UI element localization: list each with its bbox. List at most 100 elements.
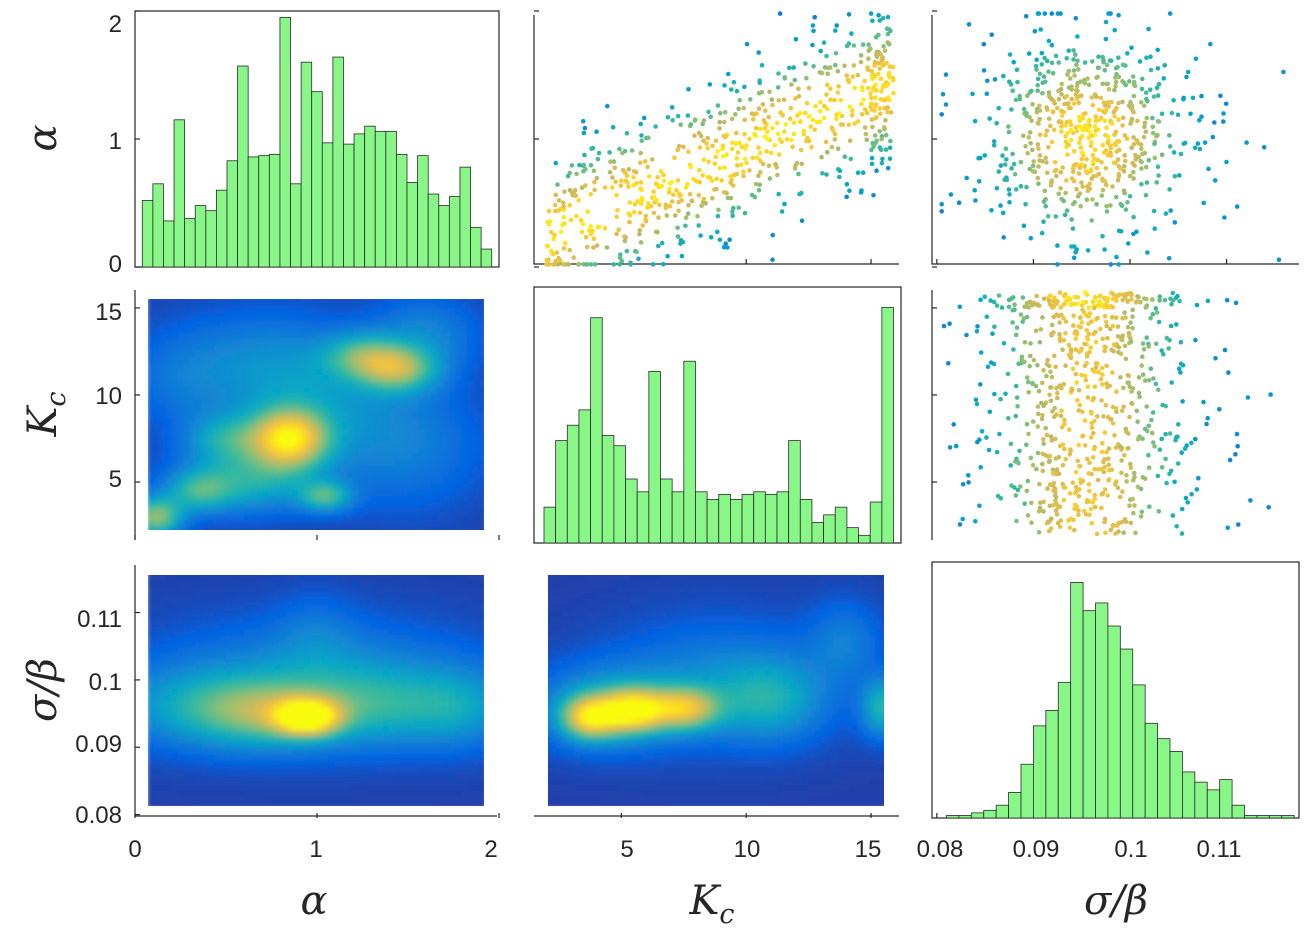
density-cell [347, 531, 354, 538]
density-cell [473, 575, 481, 576]
density-cell [225, 711, 233, 719]
density-cell [586, 783, 594, 791]
density-cell [358, 705, 366, 713]
density-cell [370, 621, 379, 630]
density-cell [443, 627, 451, 636]
density-cell [237, 434, 246, 442]
density-cell [225, 729, 233, 737]
density-cell [201, 663, 209, 671]
density-cell [219, 609, 227, 618]
density-cell [298, 575, 306, 576]
density-cell [286, 575, 294, 576]
density-cell [225, 307, 233, 315]
density-cell [473, 580, 481, 588]
density-cell [734, 795, 742, 803]
density-cell [376, 525, 385, 530]
density-cell [746, 795, 754, 803]
density-cell [340, 609, 348, 618]
density-cell [274, 675, 282, 683]
density-cell [310, 331, 318, 339]
density-cell [316, 391, 324, 400]
density-cell [159, 777, 167, 785]
density-cell [159, 699, 167, 707]
density-cell [189, 615, 197, 624]
density-cell [473, 385, 481, 394]
density-cell [171, 645, 179, 654]
density-cell [255, 586, 264, 594]
density-cell [280, 367, 288, 375]
density-cell [219, 325, 227, 333]
density-cell [467, 301, 475, 309]
density-cell [449, 343, 457, 351]
density-cell [286, 470, 294, 478]
density-cell [425, 723, 433, 731]
density-cell [479, 717, 484, 725]
density-cell [401, 609, 409, 618]
density-cell [195, 482, 203, 490]
density-cell [857, 777, 865, 785]
density-cell [346, 669, 354, 677]
density-cell [419, 747, 427, 755]
density-cell [401, 488, 409, 497]
density-cell [473, 592, 481, 600]
density-cell [382, 651, 391, 660]
density-cell [304, 519, 312, 527]
density-cell [443, 783, 451, 791]
density-cell [844, 789, 853, 797]
density-cell [461, 452, 469, 460]
density-cell [207, 657, 215, 665]
density-cell [268, 801, 276, 806]
density-cell [268, 759, 276, 767]
density-cell [394, 367, 403, 375]
density-cell [388, 729, 397, 737]
density-cell [334, 699, 342, 707]
density-cell [395, 531, 402, 538]
density-cell [734, 771, 742, 779]
density-cell [467, 391, 475, 400]
density-plot-row3-col2 [548, 575, 884, 806]
density-cell [243, 735, 252, 743]
density-cell [310, 488, 318, 497]
density-cell [292, 519, 300, 527]
density-cell [225, 428, 233, 436]
density-cell [413, 391, 421, 400]
density-cell [407, 759, 415, 767]
density-cell [388, 434, 397, 442]
density-cell [352, 633, 360, 642]
density-cell [334, 446, 342, 454]
density-cell [183, 777, 191, 785]
density-cell [225, 422, 233, 430]
density-cell [364, 307, 373, 315]
density-cell [346, 687, 354, 695]
density-cell [771, 771, 779, 779]
density-cell [479, 580, 484, 588]
density-cell [388, 519, 397, 527]
density-cell [310, 391, 318, 400]
density-cell [195, 331, 203, 339]
tick-marks [134, 10, 1228, 818]
density-cell [364, 753, 373, 761]
density-cell [316, 452, 324, 460]
density-cell [201, 765, 209, 773]
density-cell [165, 789, 173, 797]
density-cell [201, 313, 209, 321]
density-cell [479, 446, 484, 454]
density-cell [310, 753, 318, 761]
density-cell [171, 598, 179, 606]
density-cell [171, 687, 179, 695]
density-cell [189, 575, 197, 582]
density-cell [467, 747, 475, 755]
density-cell [280, 771, 288, 779]
density-cell [703, 795, 711, 803]
density-cell [165, 531, 172, 538]
density-cell [425, 482, 433, 490]
density-cell [568, 801, 576, 806]
density-cell [201, 512, 209, 521]
density-cell [165, 723, 173, 731]
density-cell [340, 482, 348, 490]
density-cell [255, 645, 264, 654]
density-cell [274, 349, 282, 357]
density-cell [225, 598, 233, 606]
density-cell [243, 795, 252, 803]
density-cell [826, 801, 834, 806]
